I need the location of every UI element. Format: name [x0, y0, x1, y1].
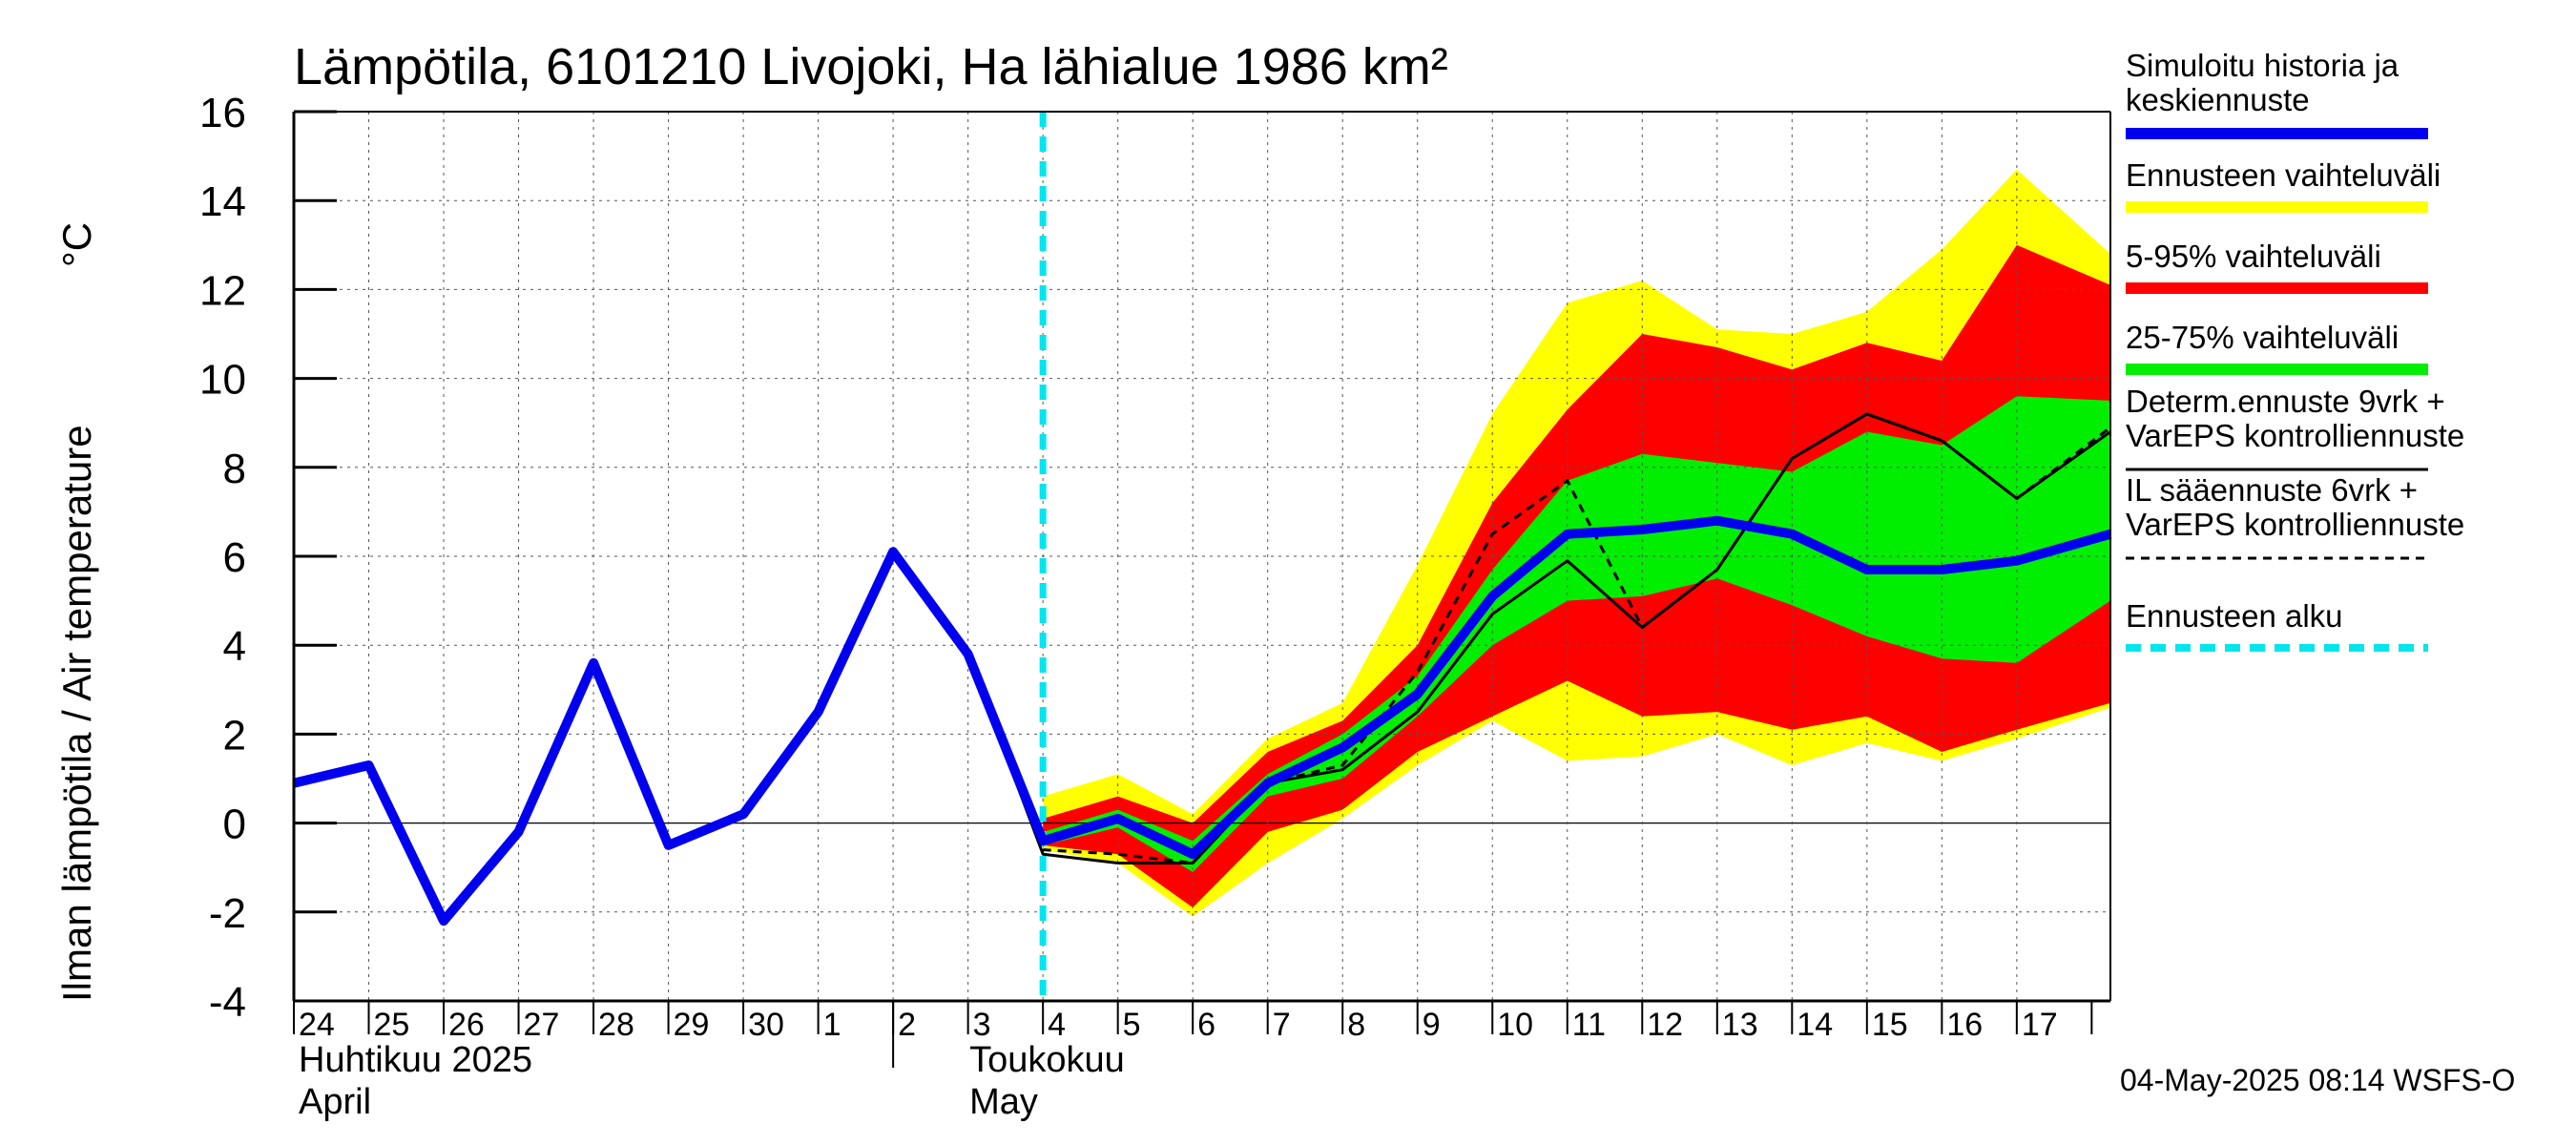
legend-label: 25-75% vaihteluväli	[2126, 320, 2399, 355]
month-label-en: May	[969, 1082, 1038, 1122]
x-day-label: 29	[674, 1007, 710, 1043]
x-day-label: 3	[973, 1007, 991, 1043]
band-25-75	[1043, 396, 2110, 872]
x-day-label: 27	[524, 1007, 560, 1043]
month-label-fi: Toukokuu	[969, 1040, 1125, 1080]
y-tick-label: 10	[199, 357, 246, 404]
legend-label: Ennusteen vaihteluväli	[2126, 157, 2441, 193]
x-day-label: 13	[1722, 1007, 1758, 1043]
x-day-label: 12	[1647, 1007, 1683, 1043]
legend-label: Ennusteen alku	[2126, 598, 2343, 634]
x-day-label: 15	[1872, 1007, 1908, 1043]
legend-label: 5-95% vaihteluväli	[2126, 239, 2381, 274]
series-lines	[292, 112, 2112, 1001]
legend-label: Determ.ennuste 9vrk +	[2126, 384, 2445, 419]
y-tick-label: 4	[223, 623, 246, 670]
x-day-label: 26	[448, 1007, 485, 1043]
x-day-label: 9	[1423, 1007, 1441, 1043]
timestamp-footer: 04-May-2025 08:14 WSFS-O	[2120, 1063, 2515, 1097]
x-day-label: 30	[748, 1007, 784, 1043]
legend-label-line2: keskiennuste	[2126, 82, 2310, 117]
y-tick-label: -4	[209, 979, 246, 1026]
x-day-label: 10	[1497, 1007, 1533, 1043]
y-axis-unit: °C	[54, 222, 99, 267]
y-tick-label: 0	[223, 802, 246, 848]
y-tick-label: 6	[223, 534, 246, 581]
x-day-label: 5	[1123, 1007, 1141, 1043]
x-day-label: 24	[299, 1007, 335, 1043]
x-day-label: 14	[1797, 1007, 1833, 1043]
simulated-mean-line	[292, 515, 2112, 926]
x-day-label: 7	[1273, 1007, 1291, 1043]
y-tick-label: 2	[223, 712, 246, 759]
x-day-label: 6	[1197, 1007, 1215, 1043]
x-day-label: 25	[374, 1007, 410, 1043]
month-label-fi: Huhtikuu 2025	[299, 1040, 532, 1080]
x-day-label: 28	[598, 1007, 634, 1043]
x-day-label: 17	[2022, 1007, 2058, 1043]
y-tick-label: 16	[199, 90, 246, 136]
x-day-label: 2	[898, 1007, 916, 1043]
legend-label-line2: VarEPS kontrolliennuste	[2126, 507, 2464, 542]
x-day-label: 1	[823, 1007, 841, 1043]
x-day-labels: 24 25 26 27 28 29 30 1 2 3 4 5 6 7 8 9 10 11 12 13 14 15 16 17	[299, 1007, 2058, 1043]
month-label-en: April	[299, 1082, 371, 1122]
y-tick-label: 12	[199, 267, 246, 314]
axes	[292, 110, 2111, 1034]
x-day-label: 4	[1048, 1007, 1066, 1043]
legend-label-line2: VarEPS kontrolliennuste	[2126, 418, 2464, 453]
x-day-label: 8	[1347, 1007, 1365, 1043]
x-day-label: 11	[1572, 1007, 1606, 1043]
determ-forecast-line	[891, 412, 2111, 864]
legend-label: IL sääennuste 6vrk +	[2126, 472, 2418, 508]
y-tick-label: 8	[223, 446, 246, 492]
legend-label: Simuloitu historia ja	[2126, 48, 2399, 83]
x-day-label: 16	[1946, 1007, 1983, 1043]
forecast-bands	[1043, 169, 2110, 917]
chart-title: Lämpötila, 6101210 Livojoki, Ha lähialue…	[294, 38, 1448, 95]
y-tick-label: -2	[209, 890, 246, 937]
y-tick-label: 14	[199, 178, 246, 225]
y-tick-labels: -4 -2 0 2 4 6 8 10 12 14 16	[199, 90, 246, 1026]
y-axis-label: Ilman lämpötila / Air temperature	[54, 425, 99, 1002]
